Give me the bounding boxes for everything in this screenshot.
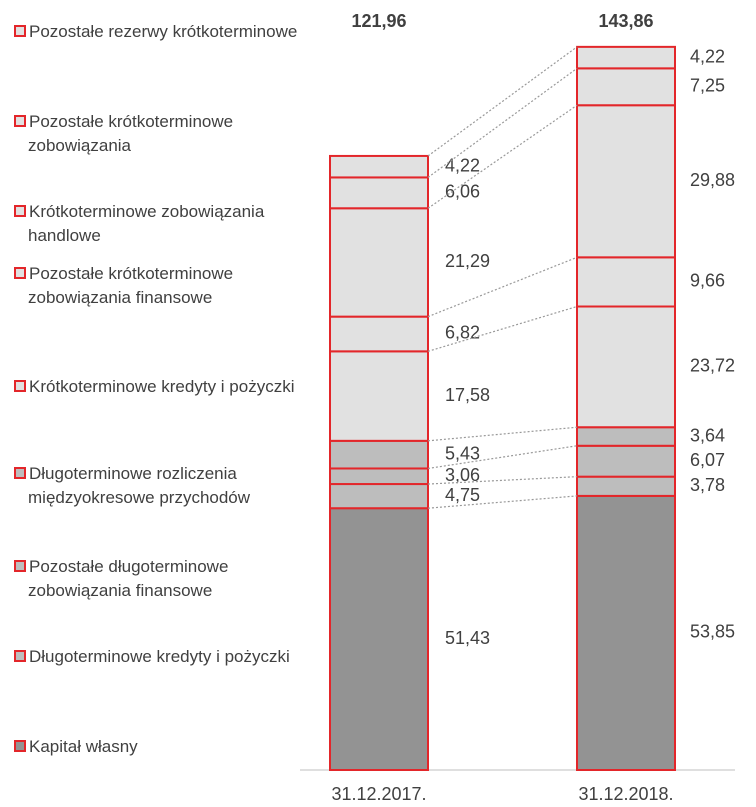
value-label: 5,43 — [445, 443, 480, 463]
value-label: 4,22 — [445, 155, 480, 175]
legend-item: Długoterminowe kredyty i pożyczki — [12, 645, 303, 669]
value-label: 21,29 — [445, 251, 490, 271]
connector — [427, 46, 578, 157]
bar-segment — [576, 444, 676, 478]
legend-label: Pozostałe rezerwy krótkoterminowe — [29, 22, 298, 41]
legend-label: Długoterminowe rozliczenia międzyokresow… — [28, 464, 251, 507]
value-label: 7,25 — [690, 76, 725, 96]
connector — [427, 495, 578, 509]
bar-segment — [329, 176, 429, 210]
total-label: 143,86 — [598, 11, 653, 31]
value-label: 53,85 — [690, 622, 735, 642]
bar-segment — [329, 207, 429, 318]
bar-segment — [329, 350, 429, 442]
bar-segment — [576, 256, 676, 308]
legend-label: Kapitał własny — [29, 737, 138, 756]
connector — [427, 67, 578, 178]
legend-item: Krótkoterminowe kredyty i pożyczki — [12, 375, 303, 399]
legend-swatch — [14, 380, 26, 392]
legend-item: Długoterminowe rozliczenia międzyokresow… — [12, 462, 303, 510]
connector — [427, 305, 578, 352]
legend-item: Krótkoterminowe zobowiązania handlowe — [12, 200, 303, 248]
x-tick-label: 31.12.2017. — [331, 784, 426, 804]
connector — [427, 476, 578, 485]
bar-segment — [576, 67, 676, 107]
legend-swatch — [14, 740, 26, 752]
bar-segment — [329, 467, 429, 486]
legend-label: Pozostałe krótkoterminowe zobowiązania — [28, 112, 234, 155]
connector — [427, 426, 578, 442]
bar-segment — [576, 104, 676, 259]
legend-label: Krótkoterminowe kredyty i pożyczki — [29, 377, 295, 396]
legend-label: Długoterminowe kredyty i pożyczki — [29, 647, 290, 666]
bar-segment — [329, 315, 429, 353]
value-label: 9,66 — [690, 271, 725, 291]
connector — [427, 445, 578, 470]
value-label: 3,78 — [690, 475, 725, 495]
legend-item: Pozostałe długoterminowe zobowiązania fi… — [12, 555, 303, 603]
legend-item: Pozostałe krótkoterminowe zobowiązania — [12, 110, 303, 158]
value-label: 6,07 — [690, 450, 725, 470]
value-label: 23,72 — [690, 356, 735, 376]
legend-item: Kapitał własny — [12, 735, 303, 759]
value-label: 51,43 — [445, 628, 490, 648]
bar-segment — [576, 426, 676, 447]
x-tick-label: 31.12.2018. — [578, 784, 673, 804]
legend-item: Pozostałe rezerwy krótkoterminowe — [12, 20, 303, 44]
value-label: 17,58 — [445, 385, 490, 405]
legend-swatch — [14, 25, 26, 37]
bar-segment — [576, 475, 676, 497]
value-label: 4,22 — [690, 46, 725, 66]
legend-swatch — [14, 467, 26, 479]
legend-swatch — [14, 115, 26, 127]
legend-label: Krótkoterminowe zobowiązania handlowe — [28, 202, 265, 245]
value-label: 6,82 — [445, 323, 480, 343]
bar-segment — [576, 305, 676, 429]
bar-segment — [576, 45, 676, 70]
legend-swatch — [14, 267, 26, 279]
value-label: 29,88 — [690, 170, 735, 190]
bar-segment — [329, 439, 429, 470]
connector — [427, 256, 578, 318]
value-label: 3,06 — [445, 465, 480, 485]
bar-segment — [329, 154, 429, 179]
legend-label: Pozostałe krótkoterminowe zobowiązania f… — [28, 264, 234, 307]
legend-swatch — [14, 205, 26, 217]
bar-segment — [576, 494, 676, 771]
legend-item: Pozostałe krótkoterminowe zobowiązania f… — [12, 262, 303, 310]
value-label: 6,06 — [445, 182, 480, 202]
bar-segment — [329, 507, 429, 771]
value-label: 4,75 — [445, 485, 480, 505]
legend-swatch — [14, 560, 26, 572]
value-label: 3,64 — [690, 425, 725, 445]
legend-swatch — [14, 650, 26, 662]
total-label: 121,96 — [351, 11, 406, 31]
legend-label: Pozostałe długoterminowe zobowiązania fi… — [28, 557, 229, 600]
bar-segment — [329, 483, 429, 510]
